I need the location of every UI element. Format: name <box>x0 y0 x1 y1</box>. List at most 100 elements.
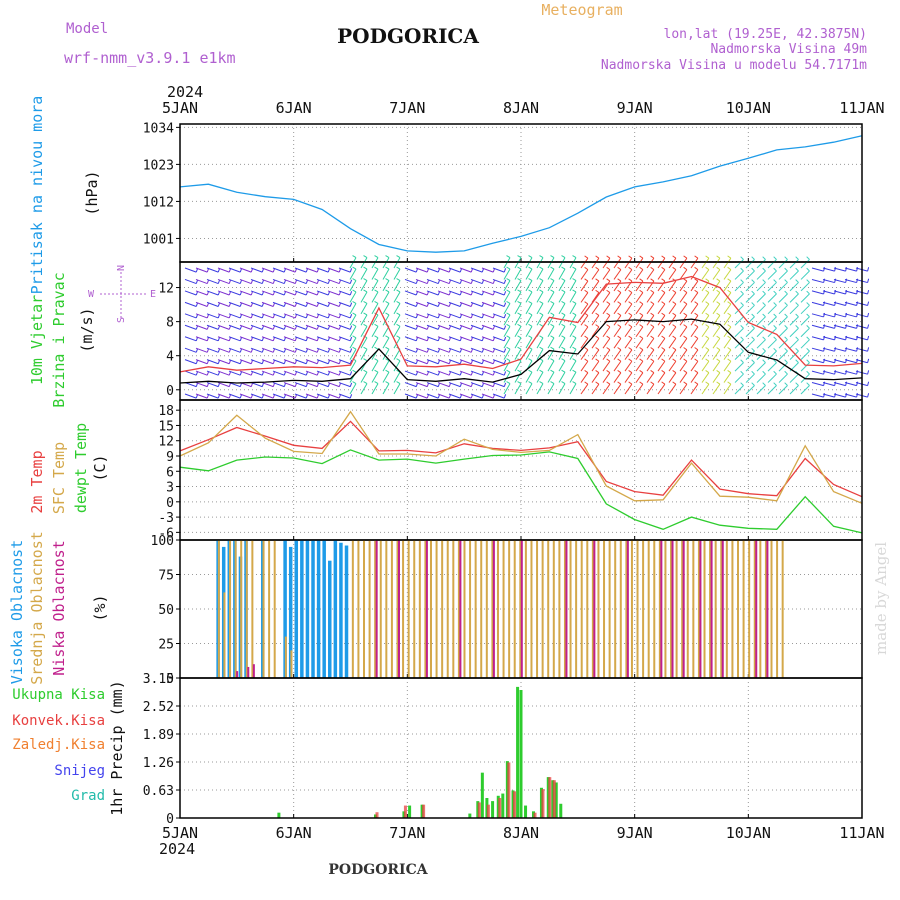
wind-barb-flag <box>561 335 566 339</box>
wind-barb-flag <box>672 370 677 374</box>
wind-barb-flag <box>867 358 870 363</box>
wind-barb <box>470 347 483 353</box>
wind-barb <box>338 393 351 399</box>
pressure-unit-label: (hPa) <box>83 170 101 215</box>
wind-barb <box>822 336 835 341</box>
wind-barb <box>184 347 197 353</box>
wind-barb <box>470 301 483 307</box>
wind-barb-flag <box>595 278 600 282</box>
wind-barb <box>415 290 428 296</box>
wind-barb <box>382 383 390 395</box>
rain-convective-bar <box>498 798 502 818</box>
mid-cloud-bar <box>625 540 628 678</box>
rain-convective-bar <box>486 804 490 818</box>
wind-barb <box>481 290 494 296</box>
wind-barb <box>536 337 544 349</box>
wind-barb <box>580 315 589 326</box>
wind-barb <box>723 372 732 383</box>
wind-barb-flag <box>705 324 710 328</box>
wind-barb <box>767 270 777 280</box>
wind-barb-flag <box>349 382 353 387</box>
wind-barb <box>558 280 566 292</box>
wind-barb-flag <box>773 336 777 341</box>
wind-barb <box>734 293 744 303</box>
wind-barb <box>668 292 677 303</box>
wind-barb <box>635 292 644 303</box>
wind-barb <box>316 393 329 399</box>
wind-barb <box>327 370 340 376</box>
wind-barb-flag <box>628 358 633 362</box>
wind-barb <box>767 339 777 349</box>
wind-barb <box>382 348 390 360</box>
wind-barb-flag <box>694 278 699 282</box>
wind-barb <box>195 370 208 376</box>
wind-barb-flag <box>517 369 522 373</box>
wind-barb <box>404 301 417 307</box>
wind-barb-flag <box>363 278 368 281</box>
wind-barb <box>305 370 318 376</box>
mid-cloud-bar <box>469 540 472 678</box>
y-tick-label: 0 <box>166 384 174 399</box>
wind-barb-flag <box>784 359 788 363</box>
wind-barb <box>591 257 600 269</box>
wind-barb <box>723 257 732 269</box>
wind-barb <box>250 267 263 273</box>
wind-barb <box>316 313 329 319</box>
wind-barb <box>349 291 357 303</box>
wind-barb <box>657 326 666 338</box>
wind-barb-flag <box>385 381 390 385</box>
wind-barb-flag <box>352 323 357 327</box>
wind-barb <box>789 316 799 326</box>
rain-convective-bar <box>477 802 481 818</box>
wind-barb <box>635 383 644 395</box>
wind-barb-flag <box>762 347 766 352</box>
wind-barb <box>404 336 417 342</box>
wind-barb-flag <box>762 370 766 375</box>
wind-barb <box>250 347 263 353</box>
wind-barb-flag <box>639 266 644 271</box>
wind-barb-flag <box>773 256 777 260</box>
wind-barb <box>426 336 439 342</box>
rain-convective-bar <box>422 804 426 818</box>
meteogram-title: Meteogram <box>541 1 622 19</box>
wind-barb <box>800 316 810 326</box>
wind-barb <box>547 268 555 280</box>
wind-barb <box>228 313 241 319</box>
rain-convective-bar <box>533 812 537 818</box>
mid-cloud-bar <box>234 540 237 678</box>
wind-barb-flag <box>740 279 744 283</box>
wind-barb-flag <box>762 382 766 386</box>
wind-barb <box>756 282 766 292</box>
wind-barb <box>811 267 824 272</box>
rain-total-bar <box>491 801 495 818</box>
wind-barb-flag <box>352 278 357 281</box>
wind-barb <box>833 347 846 352</box>
wind-barb-flag <box>606 266 611 271</box>
wind-barb-flag <box>539 300 544 304</box>
wind-barb <box>558 337 566 349</box>
high-cloud-bar <box>322 540 326 678</box>
wind-barb <box>624 292 633 303</box>
cloud-panel: 0 25 50 75 100 <box>151 534 863 687</box>
wind-barb-flag <box>595 255 600 259</box>
wind-barb-flag <box>595 370 600 374</box>
wind-barb-flag <box>683 289 688 293</box>
wind-barb-flag <box>683 255 688 259</box>
wind-barb-flag <box>550 266 555 270</box>
wind-barb-flag <box>606 335 611 339</box>
wind-barb-flag <box>628 301 633 305</box>
wind-barb <box>195 336 208 342</box>
y-tick-label: 1012 <box>143 195 174 210</box>
wind-barb <box>448 393 461 399</box>
wind-barb-flag <box>650 347 655 351</box>
wind-barb <box>701 372 710 383</box>
wind-barb <box>393 360 401 372</box>
wind-barb <box>690 338 699 349</box>
wind-barb <box>228 370 241 376</box>
wind-barb <box>415 301 428 307</box>
wind-barb <box>844 382 857 387</box>
mid-cloud-bar <box>647 540 650 678</box>
wind-barb <box>492 370 505 376</box>
compass-s: S <box>116 317 127 323</box>
temp-sfc-label: SFC Temp <box>50 442 68 514</box>
